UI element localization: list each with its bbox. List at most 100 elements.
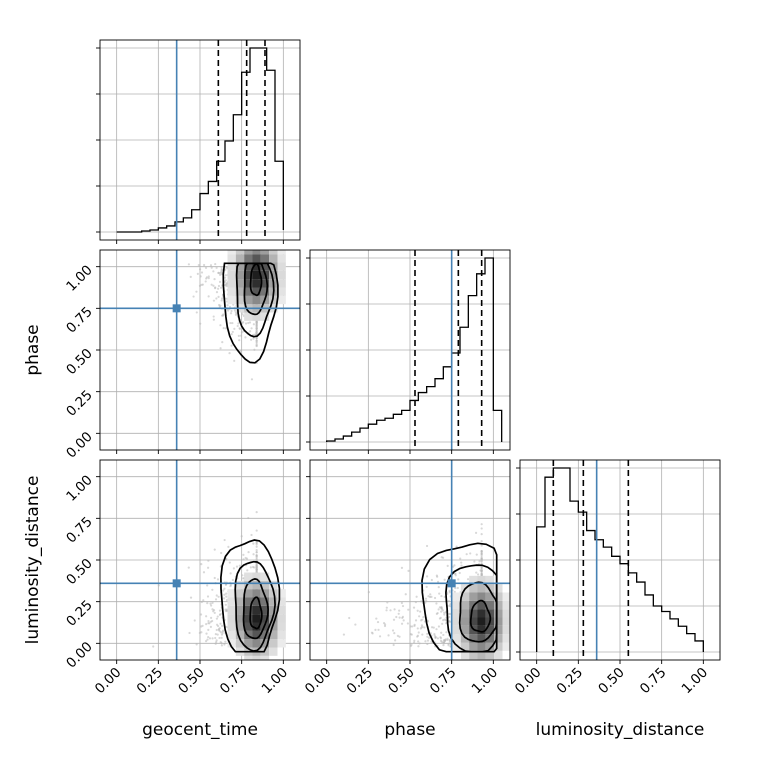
sample-point xyxy=(238,564,241,567)
sample-point xyxy=(480,556,483,559)
sample-point xyxy=(213,548,216,551)
density-cell xyxy=(460,650,470,660)
density-cell xyxy=(244,229,252,237)
density-cell xyxy=(244,589,253,598)
sample-point xyxy=(205,632,208,635)
density-cell xyxy=(460,609,470,618)
density-cell xyxy=(277,630,286,640)
sample-point xyxy=(400,566,404,569)
contour-level xyxy=(243,262,269,316)
sample-point xyxy=(219,641,222,644)
sample-point xyxy=(247,321,250,325)
sample-point xyxy=(247,551,250,554)
sample-point xyxy=(424,597,428,600)
density-cell xyxy=(252,254,261,263)
density-cell xyxy=(460,600,470,610)
density-cell xyxy=(477,642,486,651)
tick-label-x: 0.25 xyxy=(554,665,587,698)
sample-point xyxy=(242,321,245,324)
sample-point xyxy=(406,622,409,625)
sample-point xyxy=(242,577,245,580)
sample-point xyxy=(207,566,210,569)
density-cell xyxy=(477,592,486,601)
tick-label-y: 0.00 xyxy=(63,429,96,462)
sample-point xyxy=(398,635,401,638)
sample-point xyxy=(448,638,451,642)
sample-point xyxy=(192,295,195,298)
density-cell xyxy=(260,630,270,640)
sample-point xyxy=(229,572,232,575)
sample-point xyxy=(382,621,386,625)
sample-point xyxy=(219,622,222,625)
sample-point xyxy=(205,615,208,618)
sample-point xyxy=(465,553,468,556)
sample-point xyxy=(232,567,235,570)
density-cell xyxy=(235,639,245,648)
tick-label-x: 0.50 xyxy=(175,665,208,698)
density-cell xyxy=(227,639,236,648)
sample-point xyxy=(416,627,419,630)
sample-point xyxy=(228,305,232,308)
sample-point xyxy=(233,359,236,362)
sample-point xyxy=(480,544,483,547)
sample-point xyxy=(249,566,252,569)
sample-point xyxy=(393,632,396,635)
density-cell xyxy=(227,262,236,271)
sample-point xyxy=(249,330,252,333)
density-cell xyxy=(477,609,486,618)
density-cell xyxy=(494,617,503,626)
density-cell xyxy=(269,250,278,255)
sample-point xyxy=(252,323,255,326)
sample-point xyxy=(442,641,446,644)
density-cell xyxy=(252,270,261,280)
sample-point xyxy=(219,304,222,307)
density-cell xyxy=(477,584,486,593)
panel-content xyxy=(342,523,510,660)
density-cell xyxy=(252,630,261,640)
sample-point xyxy=(415,595,418,598)
sample-point xyxy=(217,295,220,299)
sample-point xyxy=(460,561,463,564)
density-cell xyxy=(469,575,478,585)
sample-point xyxy=(252,333,255,336)
sample-point xyxy=(253,333,257,336)
sample-point xyxy=(421,618,424,621)
sample-point xyxy=(210,266,213,269)
sample-point xyxy=(412,606,416,609)
truth-marker xyxy=(447,579,456,588)
density-cell xyxy=(494,650,503,660)
sample-point xyxy=(199,613,203,616)
density-cell xyxy=(502,625,510,635)
sample-point xyxy=(440,640,443,643)
sample-point xyxy=(225,592,228,595)
contour-level xyxy=(458,581,498,643)
density-cell xyxy=(452,642,461,651)
sample-point xyxy=(413,639,416,642)
density-cell xyxy=(252,622,261,631)
density-cell xyxy=(502,609,510,618)
sample-point xyxy=(348,616,351,620)
sample-point xyxy=(244,322,248,325)
sample-point xyxy=(204,266,208,270)
sample-point xyxy=(199,322,202,325)
sample-point xyxy=(198,284,202,287)
sample-point xyxy=(475,553,478,556)
sample-point xyxy=(213,611,216,615)
sample-point xyxy=(221,624,224,627)
density-cell xyxy=(227,630,236,640)
histogram-phase xyxy=(326,257,503,442)
sample-point xyxy=(220,265,223,269)
sample-point xyxy=(199,275,202,278)
density-cell xyxy=(244,597,253,606)
sample-point xyxy=(201,624,204,627)
density-cell xyxy=(477,600,486,610)
density-cell xyxy=(269,597,278,606)
sample-point xyxy=(223,597,226,600)
sample-point xyxy=(225,625,228,629)
sample-point xyxy=(446,638,449,642)
density-cell xyxy=(452,625,461,635)
x-axis-title-phase: phase xyxy=(384,720,435,740)
sample-point xyxy=(215,594,218,597)
density-cell xyxy=(494,592,503,601)
sample-point xyxy=(248,321,252,324)
